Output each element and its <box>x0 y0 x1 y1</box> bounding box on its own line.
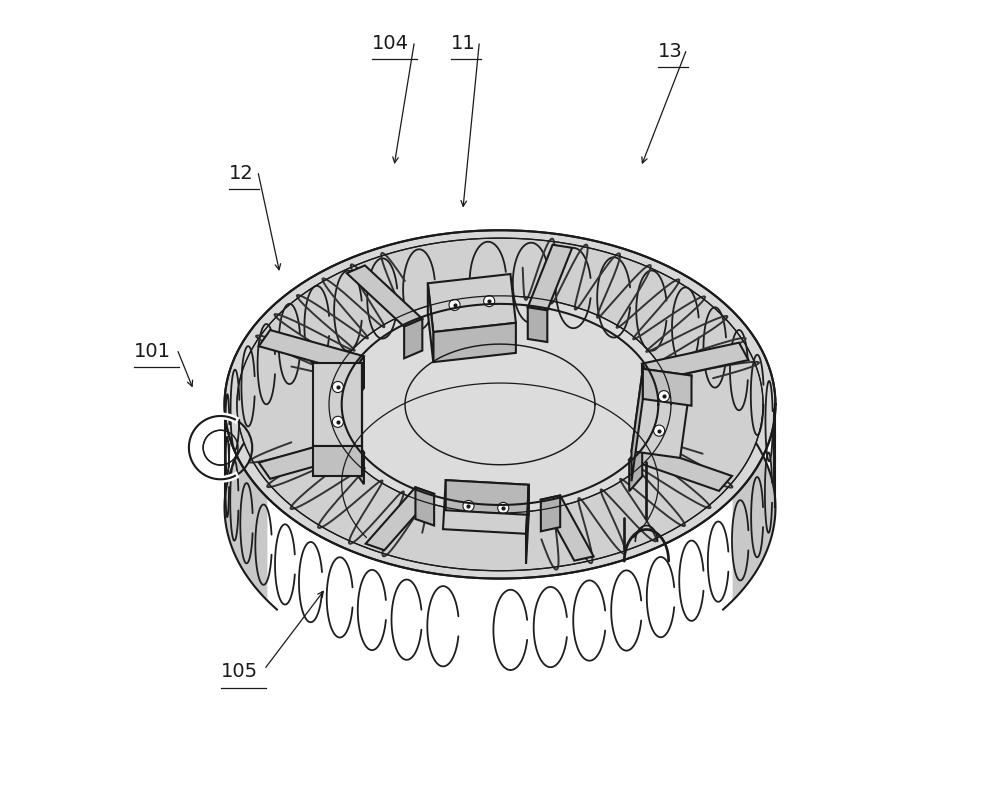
Polygon shape <box>528 307 547 342</box>
Polygon shape <box>433 323 516 362</box>
Polygon shape <box>347 266 422 327</box>
Polygon shape <box>632 369 643 481</box>
Circle shape <box>463 500 474 511</box>
Circle shape <box>449 300 460 311</box>
Polygon shape <box>428 283 433 362</box>
Circle shape <box>332 416 343 427</box>
Ellipse shape <box>329 296 671 513</box>
Polygon shape <box>526 485 529 564</box>
Polygon shape <box>342 304 658 546</box>
Circle shape <box>498 503 509 514</box>
Polygon shape <box>541 496 594 561</box>
Polygon shape <box>415 488 434 526</box>
Polygon shape <box>446 481 529 515</box>
Polygon shape <box>632 369 692 458</box>
Circle shape <box>658 391 669 402</box>
Polygon shape <box>366 488 434 550</box>
Polygon shape <box>259 330 364 373</box>
Polygon shape <box>353 436 364 485</box>
Text: 101: 101 <box>134 342 171 361</box>
Ellipse shape <box>237 238 763 571</box>
Polygon shape <box>428 274 516 332</box>
Ellipse shape <box>405 344 595 465</box>
Polygon shape <box>259 436 364 479</box>
Polygon shape <box>313 363 362 446</box>
Polygon shape <box>313 446 362 476</box>
Text: 104: 104 <box>372 34 409 53</box>
Circle shape <box>484 296 495 307</box>
Polygon shape <box>541 496 560 531</box>
Polygon shape <box>404 319 422 358</box>
Polygon shape <box>642 343 749 381</box>
Polygon shape <box>643 369 692 406</box>
Polygon shape <box>629 445 642 492</box>
Text: 11: 11 <box>451 34 476 53</box>
Ellipse shape <box>225 230 775 579</box>
Text: 105: 105 <box>221 662 258 681</box>
Text: 13: 13 <box>658 42 683 61</box>
Polygon shape <box>642 364 651 412</box>
Polygon shape <box>443 481 529 534</box>
Text: 12: 12 <box>229 164 254 182</box>
Circle shape <box>332 381 343 393</box>
Polygon shape <box>225 230 775 600</box>
Polygon shape <box>629 445 732 491</box>
Polygon shape <box>353 356 364 404</box>
Circle shape <box>654 425 665 436</box>
Ellipse shape <box>342 304 658 505</box>
Polygon shape <box>528 245 572 310</box>
